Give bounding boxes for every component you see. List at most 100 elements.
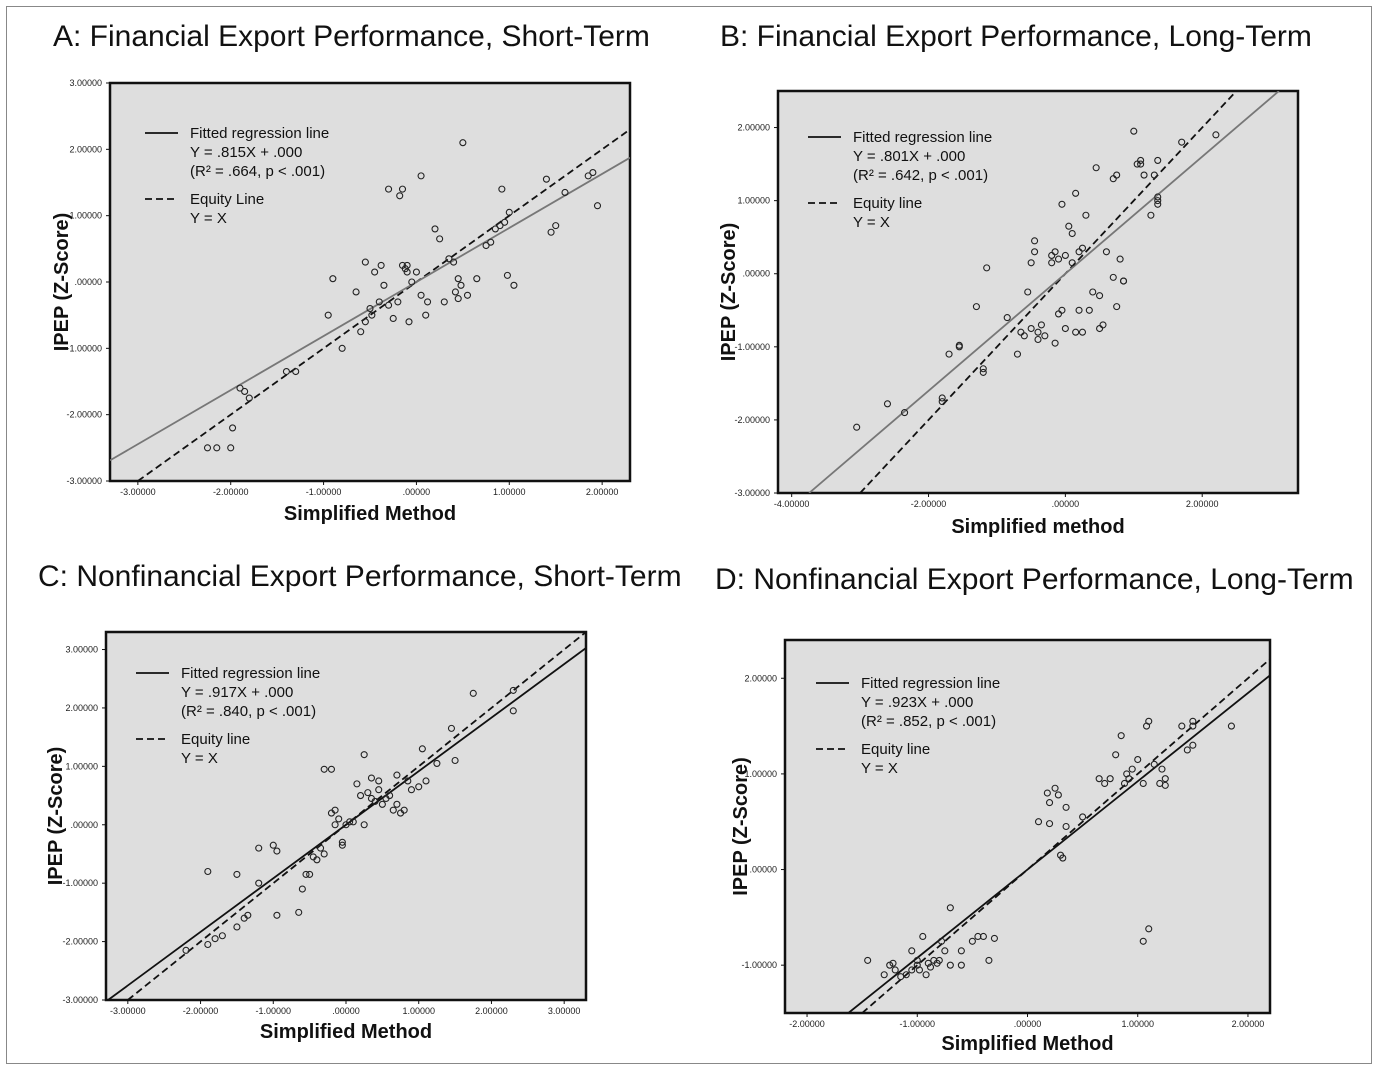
- legend-equity-equation: Y = X: [181, 750, 218, 767]
- x-tick-label: .00000: [403, 487, 431, 497]
- data-point: [386, 792, 394, 800]
- data-point: [946, 904, 954, 912]
- data-point: [1072, 328, 1080, 336]
- y-tick-label: 1.00000: [737, 196, 770, 206]
- data-point: [1112, 751, 1120, 759]
- data-point: [1051, 784, 1059, 792]
- x-tick-label: .00000: [1014, 1019, 1042, 1029]
- data-point: [457, 281, 465, 289]
- data-point: [368, 311, 376, 319]
- data-point: [1158, 765, 1166, 773]
- data-point: [375, 298, 383, 306]
- data-point: [1075, 306, 1083, 314]
- data-point: [1048, 259, 1056, 267]
- data-point: [937, 937, 946, 945]
- data-point: [404, 777, 412, 785]
- y-tick-label: 3.00000: [65, 645, 98, 655]
- equity-line: [137, 128, 630, 481]
- x-tick-label: .00000: [332, 1006, 360, 1016]
- data-point: [1031, 237, 1039, 245]
- data-point: [451, 288, 459, 296]
- data-point: [320, 850, 328, 858]
- x-tick-label: -2.00000: [789, 1019, 825, 1029]
- legend-fitted-equation: Y = .923X + .000: [861, 694, 973, 711]
- data-point: [245, 394, 253, 402]
- y-tick-label: 1.00000: [744, 769, 777, 779]
- panel-a-plot: -3.00000 -2.00000 -1.00000 .00000 1.00000 2.0…: [51, 78, 632, 525]
- data-point: [361, 258, 369, 266]
- data-point: [405, 318, 413, 326]
- data-point: [1134, 756, 1142, 764]
- data-point: [901, 409, 909, 417]
- data-point: [418, 745, 426, 753]
- data-point: [436, 235, 444, 243]
- data-point: [955, 343, 963, 351]
- data-point: [505, 208, 513, 216]
- data-point: [1113, 171, 1121, 179]
- data-point: [1089, 288, 1097, 296]
- data-point: [1051, 248, 1059, 256]
- data-point: [1034, 818, 1043, 826]
- data-point: [241, 387, 249, 396]
- data-point: [983, 264, 991, 272]
- data-point: [915, 966, 924, 974]
- legend-fitted-label: Fitted regression line: [181, 665, 320, 682]
- data-point: [1079, 813, 1087, 821]
- data-point: [509, 707, 517, 715]
- data-point: [1145, 717, 1153, 725]
- data-point: [1068, 229, 1076, 238]
- data-point: [346, 818, 354, 826]
- data-point: [380, 281, 388, 289]
- data-point: [360, 751, 368, 759]
- data-point: [422, 777, 430, 785]
- data-point: [338, 344, 346, 352]
- data-point: [338, 841, 346, 849]
- data-point: [364, 789, 372, 797]
- data-point: [1150, 760, 1158, 768]
- legend-equity-equation: Y = X: [853, 214, 890, 231]
- data-point: [902, 971, 910, 979]
- x-tick-label: -2.00000: [183, 1006, 219, 1016]
- data-point: [1139, 937, 1147, 945]
- data-point: [908, 966, 916, 974]
- data-point: [361, 318, 369, 326]
- data-point: [1061, 324, 1069, 333]
- data-point: [1161, 781, 1169, 789]
- data-point: [424, 298, 432, 306]
- equity-line: [127, 632, 586, 1000]
- data-point: [349, 818, 357, 826]
- x-tick-label: 2.00000: [586, 487, 619, 497]
- data-point: [1041, 332, 1049, 340]
- data-point: [1092, 164, 1100, 172]
- legend-equity-label: Equity Line: [190, 191, 264, 208]
- data-point: [367, 774, 376, 782]
- data-point: [946, 961, 954, 969]
- x-tick-label: -2.00000: [911, 499, 947, 509]
- data-point: [331, 821, 339, 829]
- y-tick-label: .00000: [74, 277, 102, 287]
- legend-fitted-equation: Y = .801X + .000: [853, 148, 965, 165]
- data-point: [375, 777, 383, 785]
- data-point: [400, 806, 408, 814]
- data-point: [255, 844, 263, 852]
- data-point: [1106, 775, 1114, 783]
- panel-d-title: D: Nonfinancial Export Performance, Long…: [715, 563, 1354, 596]
- data-point: [469, 689, 477, 697]
- data-point: [1096, 292, 1104, 300]
- data-point: [503, 271, 511, 279]
- data-point: [454, 295, 462, 303]
- data-point: [1003, 314, 1011, 322]
- data-point: [1085, 306, 1093, 314]
- legend-equity-label: Equity line: [853, 195, 922, 212]
- data-point: [990, 934, 998, 942]
- plot-content: [107, 632, 586, 1000]
- data-point: [329, 275, 337, 283]
- data-point: [408, 278, 416, 286]
- data-point: [396, 192, 404, 200]
- data-point: [1068, 259, 1076, 267]
- data-point: [938, 394, 946, 402]
- y-tick-label: -1.00000: [62, 878, 98, 888]
- data-point: [203, 444, 212, 452]
- y-tick-label: -1.00000: [741, 960, 777, 970]
- y-tick-label: -1.00000: [734, 342, 770, 352]
